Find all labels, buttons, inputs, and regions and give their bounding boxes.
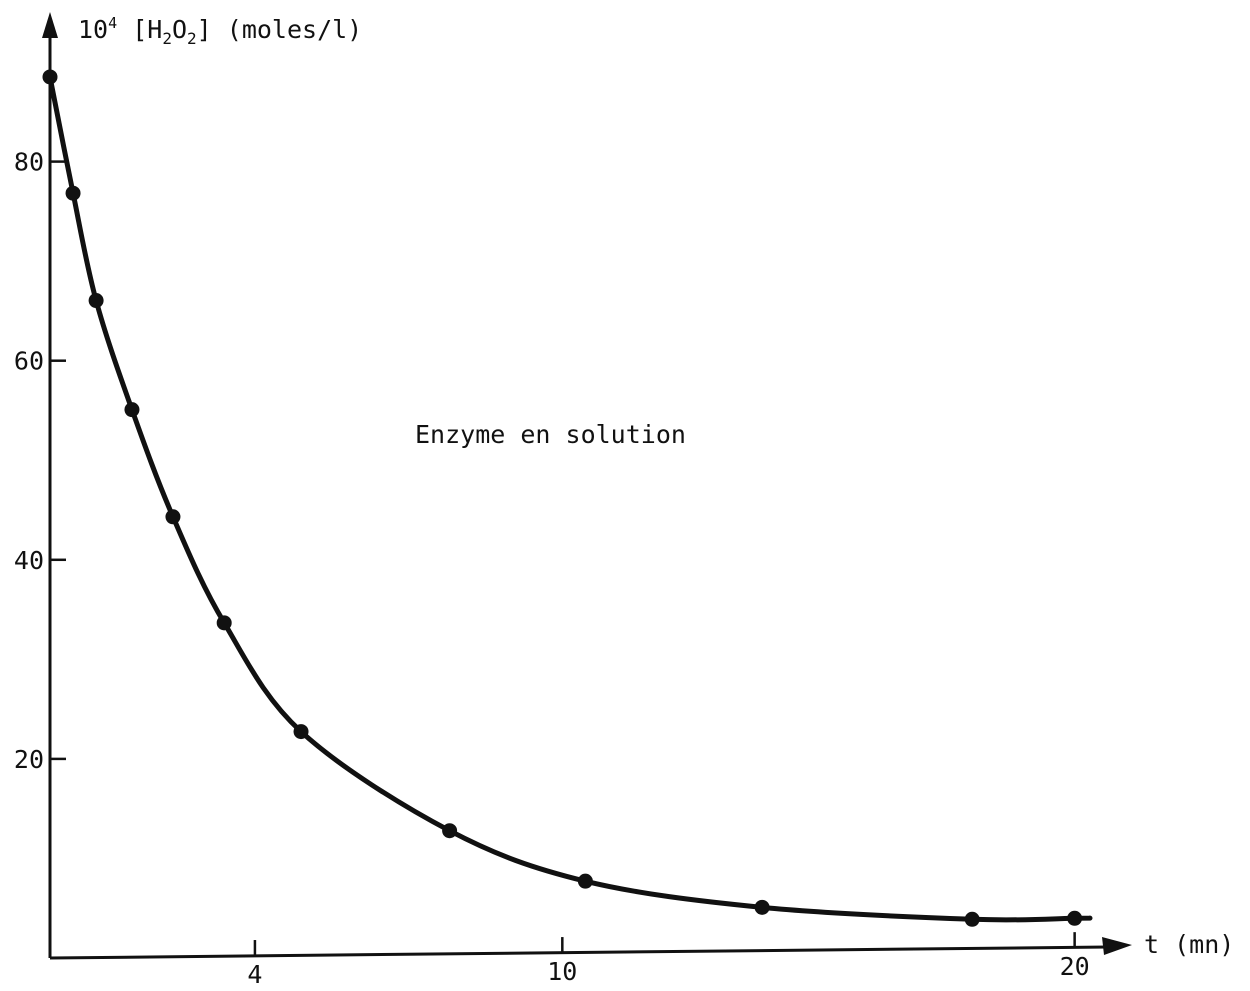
data-point-10 [964,911,980,927]
data-point-0 [42,69,58,85]
y-tick-label-80: 80 [14,148,44,177]
y-axis-arrow [42,12,58,38]
series-line [47,74,1093,923]
y-label-unit: (moles/l) [227,15,362,44]
x-axis-arrow [1102,937,1132,955]
y-axis-label: 104 [H2O2] (moles/l) [78,14,362,48]
data-point-4 [165,509,181,525]
y-ticks: 20 40 60 80 [14,148,66,774]
data-point-8 [577,873,593,889]
y-label-prefix: 10 [78,15,108,44]
x-axis-line [49,945,1109,960]
annotation-label: Enzyme en solution [415,420,686,449]
y-tick-label-60: 60 [14,347,44,376]
x-tick-label-10: 10 [547,957,577,986]
data-point-3 [124,402,140,418]
data-point-1 [65,185,81,201]
y-tick-label-40: 40 [14,546,44,575]
data-point-7 [442,823,458,839]
x-axis-label: t (mn) [1144,930,1234,959]
data-point-5 [216,615,232,631]
data-point-9 [754,899,770,915]
y-tick-label-20: 20 [14,745,44,774]
x-tick-label-20: 20 [1060,952,1090,981]
y-label-species-b: O [172,15,187,44]
y-label-species-b-sub: 2 [187,29,197,48]
x-ticks: 4 10 20 [247,932,1090,989]
y-label-exponent: 4 [108,14,117,32]
y-label-species-a: H [147,15,162,44]
data-point-6 [293,724,309,740]
data-point-2 [88,293,104,309]
axes [42,12,1132,960]
data-point-11 [1067,910,1083,926]
data-points [42,69,1083,927]
x-tick-label-4: 4 [247,960,262,989]
y-label-species-a-sub: 2 [162,29,172,48]
